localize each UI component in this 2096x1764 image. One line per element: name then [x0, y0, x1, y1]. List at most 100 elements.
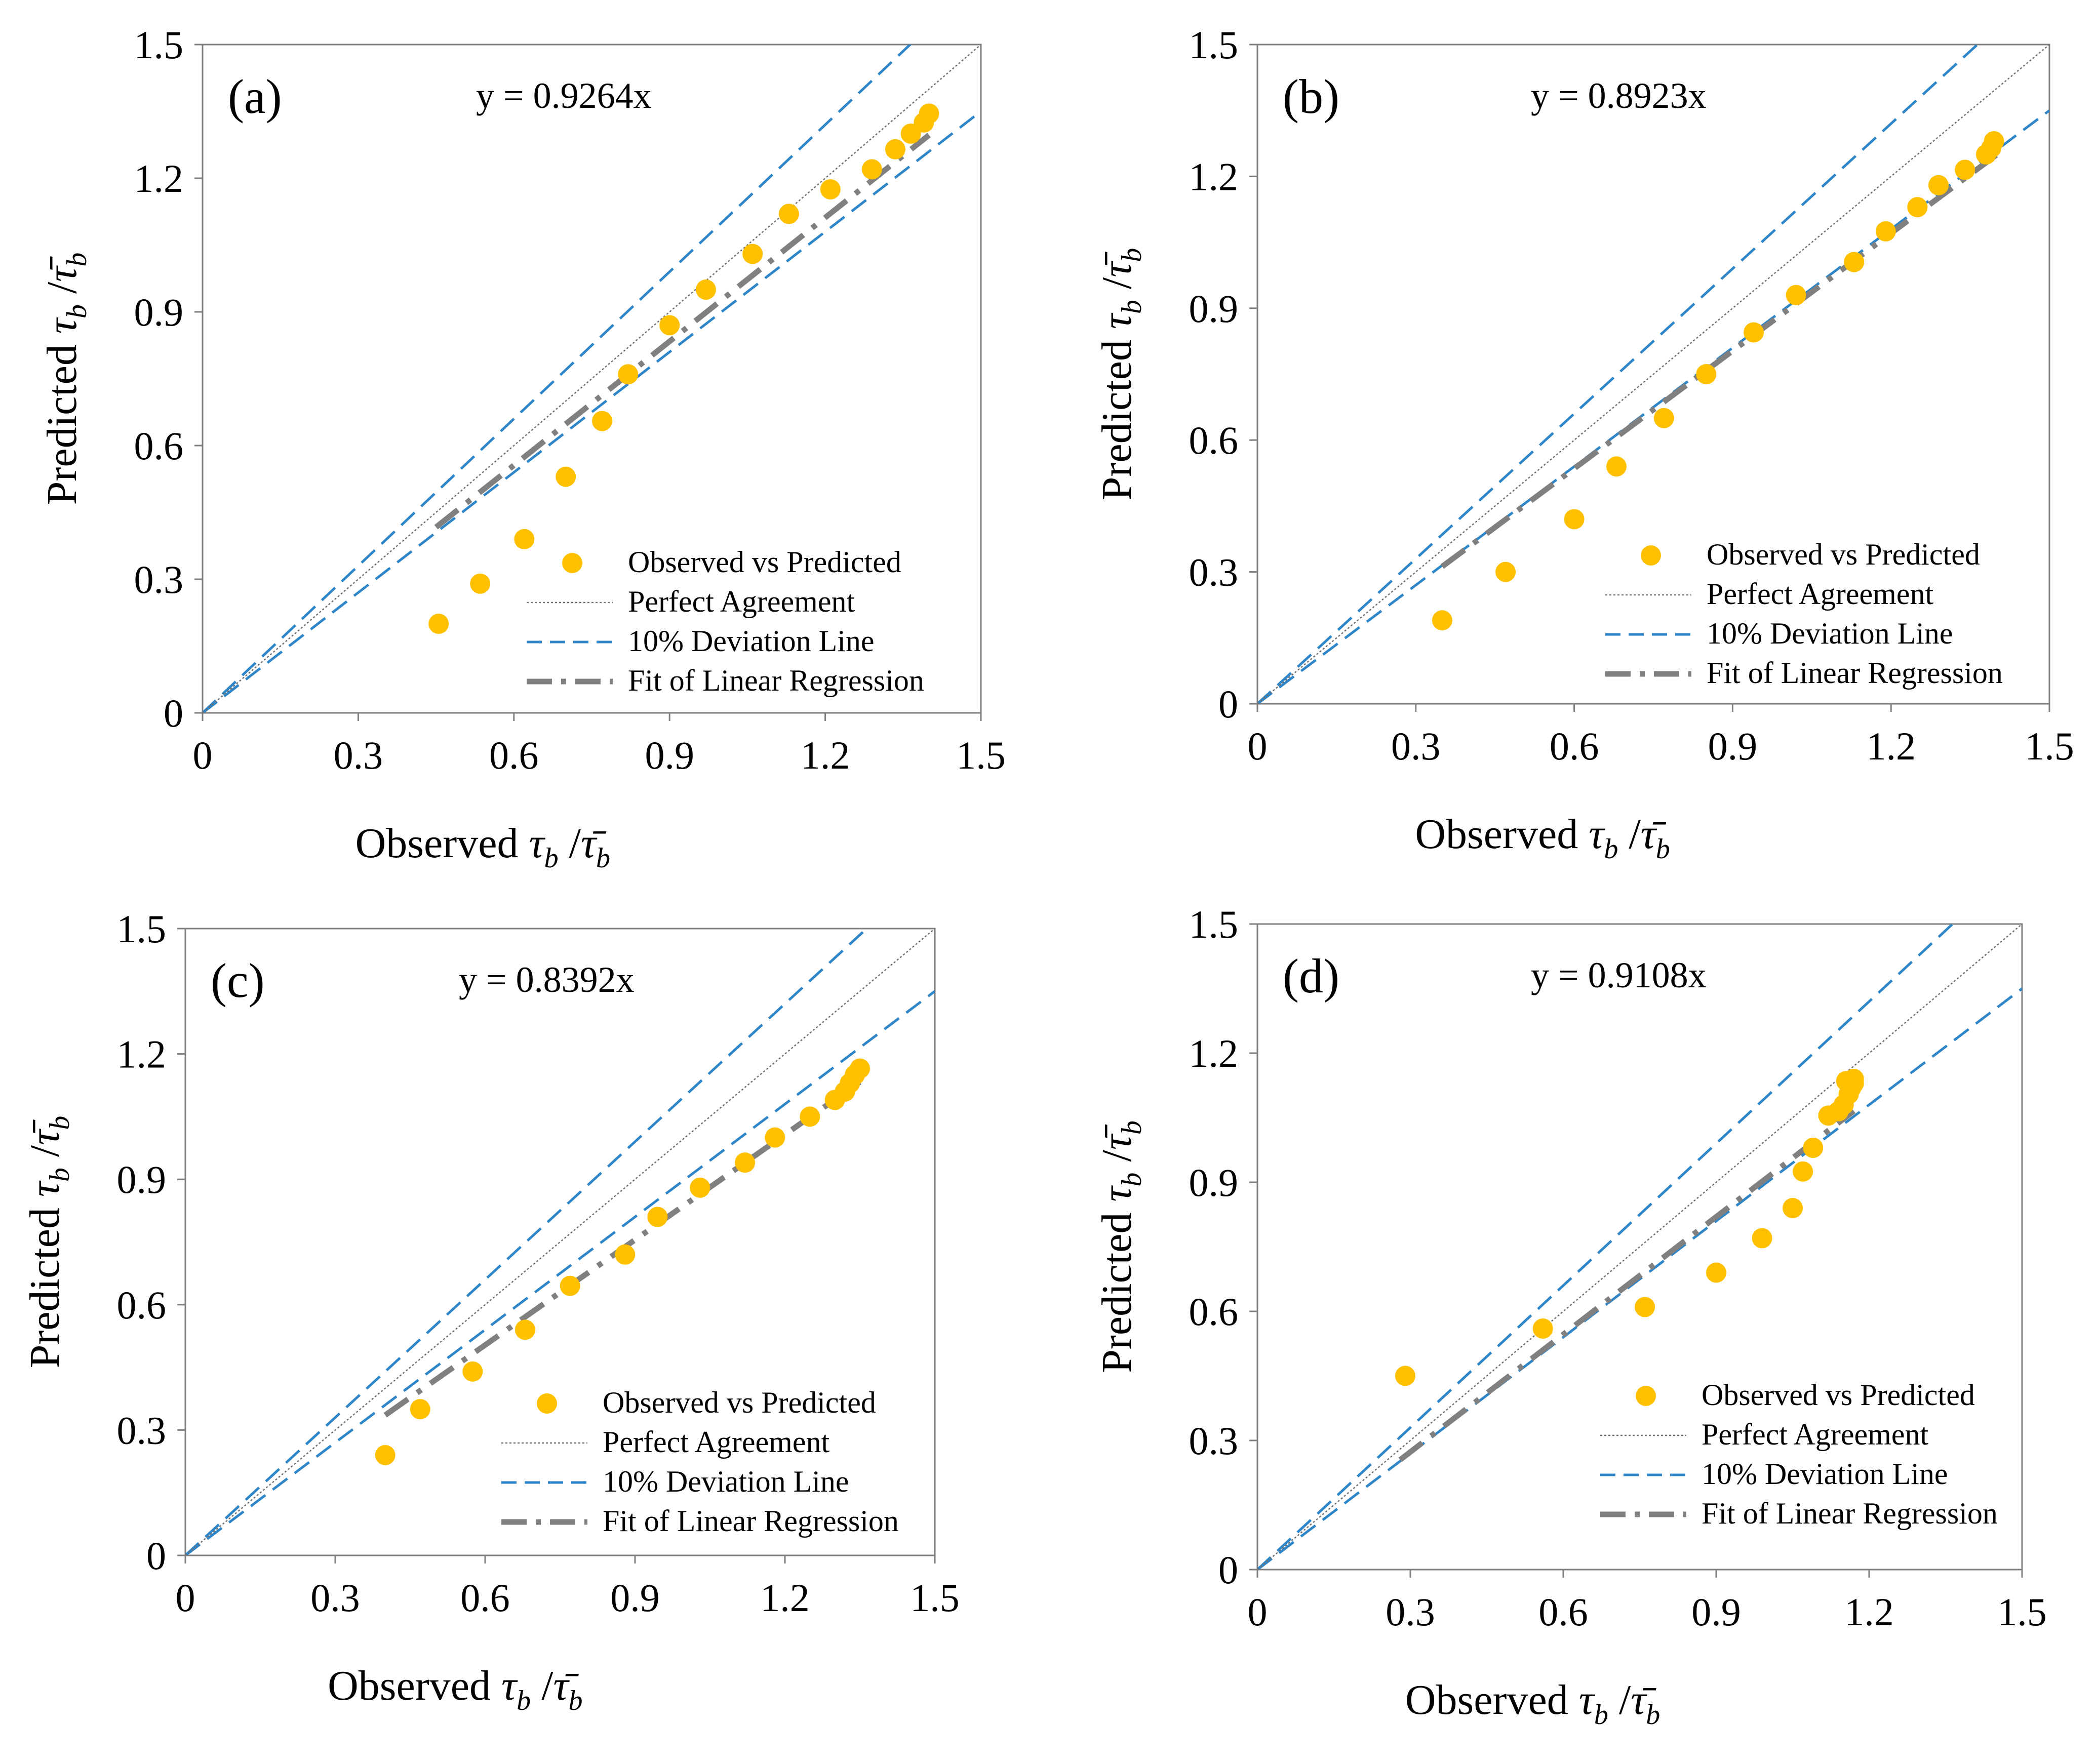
- x-tick-label: 0.9: [610, 1576, 660, 1620]
- x-tick-label: 1.5: [956, 733, 1006, 777]
- panel-label: (b): [1283, 69, 1339, 124]
- data-point: [1984, 131, 2004, 151]
- y-tick-label: 0: [1218, 682, 1238, 726]
- regression-fit-line: [1398, 1108, 1856, 1462]
- data-point: [1706, 1262, 1726, 1283]
- y-tick-label: 0: [146, 1534, 166, 1578]
- x-tick-label: 1.2: [1844, 1590, 1894, 1634]
- legend-marker-observed: [537, 1393, 557, 1414]
- y-tick-label: 0: [1218, 1548, 1238, 1592]
- data-point: [1495, 562, 1516, 582]
- data-point: [659, 315, 680, 336]
- deviation-line-upper: [185, 929, 869, 1555]
- y-tick-label: 1.5: [134, 23, 184, 67]
- x-tick-label: 0: [193, 733, 213, 777]
- data-point: [514, 529, 535, 549]
- legend-label-observed: Observed vs Predicted: [1707, 538, 1980, 571]
- data-point: [820, 179, 841, 199]
- y-tick-label: 0.6: [117, 1283, 167, 1327]
- legend-marker-observed: [1641, 545, 1661, 566]
- y-axis-title: Predicted τb /τ̄b: [21, 1116, 75, 1369]
- data-point: [1907, 197, 1928, 218]
- data-point: [695, 279, 716, 300]
- y-tick-label: 0.3: [117, 1408, 167, 1452]
- y-tick-label: 1.5: [1189, 23, 1239, 67]
- data-point: [1653, 408, 1674, 428]
- y-tick-label: 0.9: [1189, 1160, 1239, 1205]
- panel-label: (d): [1283, 949, 1339, 1003]
- y-tick-label: 1.2: [117, 1032, 167, 1076]
- data-point: [515, 1319, 535, 1340]
- legend-label-deviation: 10% Deviation Line: [1702, 1457, 1948, 1491]
- legend-label-perfect: Perfect Agreement: [1702, 1418, 1928, 1451]
- plot-frame: [184, 928, 936, 1556]
- y-tick-label: 0.3: [134, 557, 184, 602]
- data-point: [647, 1207, 668, 1227]
- y-axis-title: Predicted τb /τ̄b: [38, 253, 93, 505]
- data-point: [1928, 175, 1949, 195]
- data-point: [428, 614, 449, 634]
- data-point: [1606, 456, 1627, 477]
- y-tick-label: 0.9: [117, 1157, 167, 1201]
- regression-equation: y = 0.9264x: [476, 75, 652, 116]
- plot-frame: [202, 44, 982, 714]
- legend-label-observed: Observed vs Predicted: [603, 1386, 876, 1419]
- y-tick-label: 0.6: [134, 424, 184, 468]
- data-point: [470, 573, 491, 594]
- panel-label: (a): [228, 69, 282, 124]
- y-tick-label: 0.9: [134, 290, 184, 334]
- legend-label-observed: Observed vs Predicted: [628, 545, 901, 579]
- x-tick-label: 1.2: [760, 1576, 810, 1620]
- data-point: [591, 411, 612, 431]
- panel-label: (c): [211, 953, 265, 1008]
- perfect-agreement-line: [185, 929, 935, 1555]
- chart-panel-b: 0 0.3 0.6 0.9 1.2 1.5 0 0.3 0.6 0.9 1.2 1.5 (b) y = 0…: [1093, 23, 2074, 865]
- y-tick-label: 0.3: [1189, 1419, 1239, 1463]
- data-point: [375, 1445, 396, 1465]
- data-point: [800, 1106, 820, 1127]
- plot-frame: [1256, 44, 2050, 705]
- data-point: [1783, 1198, 1803, 1218]
- deviation-line-upper: [1257, 924, 1955, 1570]
- legend-label-deviation: 10% Deviation Line: [603, 1465, 849, 1498]
- data-point: [742, 244, 763, 264]
- legend: Observed vs Predicted Perfect Agreement 10…: [527, 545, 924, 697]
- data-point: [1786, 285, 1806, 305]
- x-axis-title: Observed τb /τ̄b: [328, 1662, 582, 1716]
- legend: Observed vs Predicted Perfect Agreement 10…: [501, 1386, 899, 1538]
- data-point: [1635, 1297, 1655, 1317]
- x-tick-label: 0.9: [1708, 724, 1758, 768]
- legend-label-regression: Fit of Linear Regression: [1702, 1497, 1998, 1530]
- legend-label-perfect: Perfect Agreement: [628, 585, 855, 618]
- data-point: [1955, 159, 1975, 180]
- data-point: [618, 364, 639, 385]
- legend-label-regression: Fit of Linear Regression: [628, 664, 924, 697]
- y-tick-label: 1.2: [134, 156, 184, 201]
- x-tick-label: 1.2: [801, 733, 850, 777]
- legend-label-observed: Observed vs Predicted: [1702, 1378, 1975, 1412]
- x-tick-label: 0.6: [489, 733, 539, 777]
- data-point: [1843, 1069, 1864, 1089]
- plot-area: [185, 929, 935, 1555]
- regression-equation: y = 0.8923x: [1531, 75, 1707, 116]
- y-axis-title: Predicted τb /τ̄b: [1093, 248, 1148, 501]
- data-point: [560, 1275, 580, 1296]
- x-axis-title: Observed τb /τ̄b: [355, 820, 610, 874]
- legend-label-deviation: 10% Deviation Line: [628, 624, 875, 658]
- y-tick-label: 1.2: [1189, 1031, 1239, 1075]
- data-point: [1803, 1138, 1824, 1158]
- data-point: [850, 1058, 870, 1079]
- x-tick-label: 1.2: [1866, 724, 1916, 768]
- legend-label-perfect: Perfect Agreement: [603, 1425, 829, 1459]
- legend-marker-observed: [562, 553, 582, 573]
- y-tick-label: 0: [164, 691, 183, 735]
- y-tick-label: 1.2: [1189, 154, 1239, 198]
- data-point: [462, 1361, 483, 1382]
- x-tick-label: 0.3: [334, 733, 383, 777]
- data-point: [765, 1127, 785, 1148]
- x-tick-label: 1.5: [1997, 1590, 2047, 1634]
- data-point: [1744, 322, 1764, 343]
- legend-marker-observed: [1636, 1386, 1656, 1406]
- legend-label-deviation: 10% Deviation Line: [1707, 617, 1953, 650]
